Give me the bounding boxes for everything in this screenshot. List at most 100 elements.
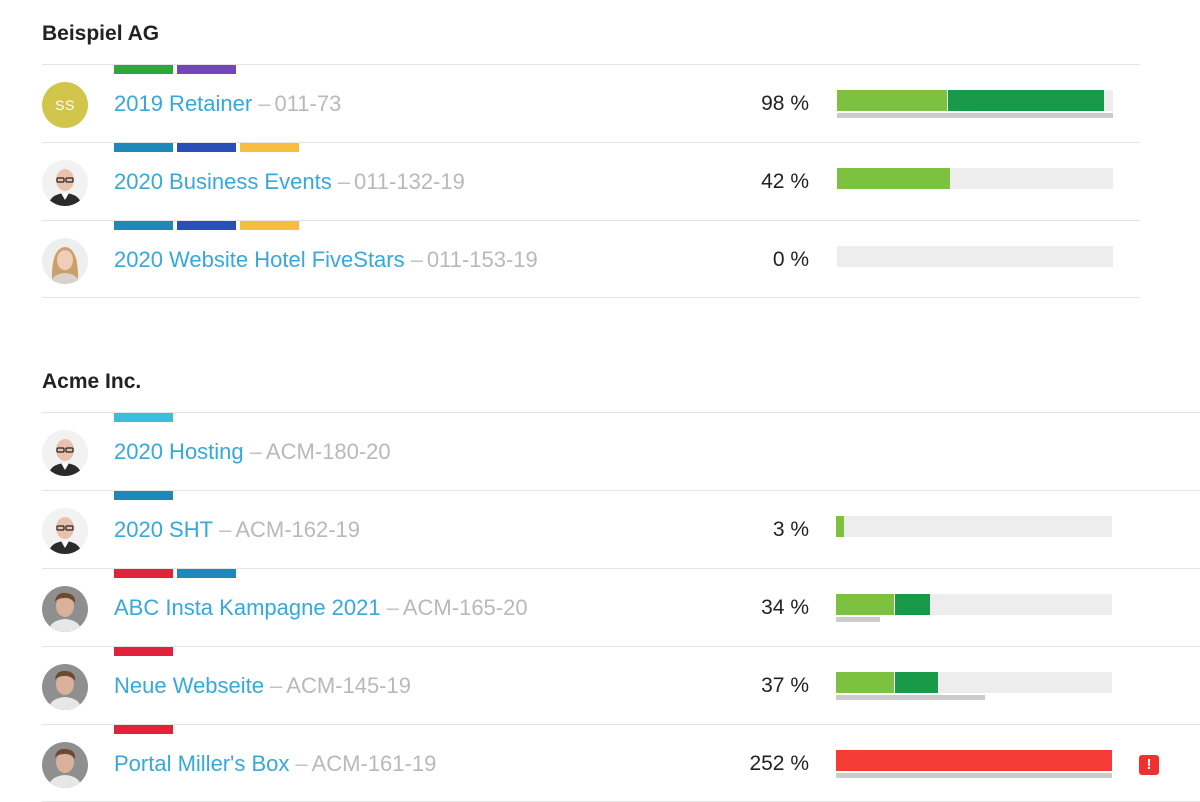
project-link[interactable]: Neue Webseite: [114, 673, 265, 698]
category-tag: [177, 221, 236, 230]
project-link[interactable]: 2019 Retainer: [114, 91, 253, 116]
progress-bar: [836, 672, 1112, 693]
project-row[interactable]: 2020 Hosting – ACM-180-20: [42, 412, 1200, 490]
separator: –: [270, 673, 283, 698]
progress-percent: 0 %: [772, 248, 809, 271]
project-row[interactable]: 2020 Business Events –011-132-19 42 %: [42, 142, 1140, 220]
progress-percent: 3 %: [772, 518, 809, 541]
progress-segment: [837, 90, 947, 111]
project-row[interactable]: SS 2019 Retainer –011-73 98 %: [42, 64, 1140, 142]
separator: –: [386, 595, 399, 620]
progress-segment: [836, 594, 894, 615]
project-title-line: 2019 Retainer –011-73: [114, 89, 341, 119]
project-link[interactable]: ABC Insta Kampagne 2021: [114, 595, 381, 620]
project-row[interactable]: Portal Miller's Box – ACM-161-19 252 %!: [42, 724, 1200, 802]
category-tag: [114, 221, 173, 230]
progress-percent: 98 %: [761, 92, 809, 115]
project-title-line: 2020 Business Events –011-132-19: [114, 167, 465, 197]
project-title-line: 2020 SHT – ACM-162-19: [114, 515, 360, 545]
project-row[interactable]: 2020 SHT – ACM-162-19 3 %: [42, 490, 1200, 568]
progress-bar: [836, 594, 1112, 615]
project-title-line: Portal Miller's Box – ACM-161-19: [114, 749, 436, 779]
warning-icon[interactable]: !: [1139, 755, 1159, 775]
avatar: [42, 238, 88, 284]
tag-strip: [114, 491, 177, 500]
progress-segment: [837, 168, 950, 189]
project-row[interactable]: ABC Insta Kampagne 2021– ACM-165-20 34 %: [42, 568, 1200, 646]
group-title: Acme Inc.: [42, 370, 142, 393]
budget-sub-bar: [837, 113, 1113, 118]
project-link[interactable]: 2020 SHT: [114, 517, 214, 542]
woman-blonde-icon: [42, 238, 88, 284]
project-title-line: 2020 Hosting – ACM-180-20: [114, 437, 391, 467]
project-row[interactable]: 2020 Website Hotel FiveStars –011-153-19 0…: [42, 220, 1140, 298]
progress-bar: [836, 516, 1112, 537]
project-code: 011-132-19: [353, 169, 465, 194]
bald-man-glasses-icon: [42, 160, 88, 206]
category-tag: [114, 569, 173, 578]
separator: –: [258, 91, 271, 116]
tag-strip: [114, 221, 303, 230]
progress-bar: [837, 90, 1113, 111]
tag-strip: [114, 65, 240, 74]
project-link[interactable]: Portal Miller's Box: [114, 751, 290, 776]
project-title-line: Neue Webseite – ACM-145-19: [114, 671, 411, 701]
category-tag: [177, 65, 236, 74]
project-code: 011-153-19: [426, 247, 538, 272]
progress-bar: [836, 750, 1112, 771]
progress-bar: [837, 246, 1113, 267]
budget-sub-bar: [836, 773, 1112, 778]
project-link[interactable]: 2020 Hosting: [114, 439, 244, 464]
young-man-icon: [42, 664, 88, 710]
avatar: [42, 664, 88, 710]
progress-segment: [947, 90, 1104, 111]
young-man-icon: [42, 586, 88, 632]
progress-segment: [894, 594, 930, 615]
project-link[interactable]: 2020 Business Events: [114, 169, 332, 194]
group-title: Beispiel AG: [42, 22, 160, 45]
project-link[interactable]: 2020 Website Hotel FiveStars: [114, 247, 405, 272]
separator: –: [337, 169, 350, 194]
tag-strip: [114, 569, 240, 578]
project-row[interactable]: Neue Webseite – ACM-145-19 37 %: [42, 646, 1200, 724]
progress-percent: 42 %: [761, 170, 809, 193]
category-tag: [177, 569, 236, 578]
project-code: ACM-145-19: [286, 673, 411, 698]
tag-strip: [114, 413, 177, 422]
project-title-line: 2020 Website Hotel FiveStars –011-153-19: [114, 245, 538, 275]
budget-sub-bar: [836, 695, 985, 700]
progress-segment: [836, 516, 844, 537]
project-code: ACM-162-19: [235, 517, 361, 542]
project-code: ACM-165-20: [402, 595, 528, 620]
tag-strip: [114, 725, 177, 734]
category-tag: [114, 413, 173, 422]
category-tag: [177, 143, 236, 152]
category-tag: [240, 143, 299, 152]
category-tag: [114, 491, 173, 500]
progress-bar: [837, 168, 1113, 189]
young-man-icon: [42, 742, 88, 788]
project-code: ACM-161-19: [311, 751, 437, 776]
separator: –: [295, 751, 308, 776]
separator: –: [410, 247, 423, 272]
progress-percent: 34 %: [761, 596, 809, 619]
separator: –: [219, 517, 232, 542]
bald-man-glasses-icon: [42, 508, 88, 554]
category-tag: [240, 221, 299, 230]
progress-segment: [836, 750, 1112, 771]
project-title-line: ABC Insta Kampagne 2021– ACM-165-20: [114, 593, 528, 623]
category-tag: [114, 143, 173, 152]
category-tag: [114, 725, 173, 734]
budget-sub-bar: [836, 617, 880, 622]
avatar: [42, 742, 88, 788]
tag-strip: [114, 143, 303, 152]
progress-percent: 37 %: [761, 674, 809, 697]
progress-segment: [836, 672, 894, 693]
project-code: ACM-180-20: [265, 439, 391, 464]
avatar: [42, 160, 88, 206]
avatar: [42, 508, 88, 554]
category-tag: [114, 65, 173, 74]
avatar: [42, 586, 88, 632]
category-tag: [114, 647, 173, 656]
avatar: [42, 430, 88, 476]
